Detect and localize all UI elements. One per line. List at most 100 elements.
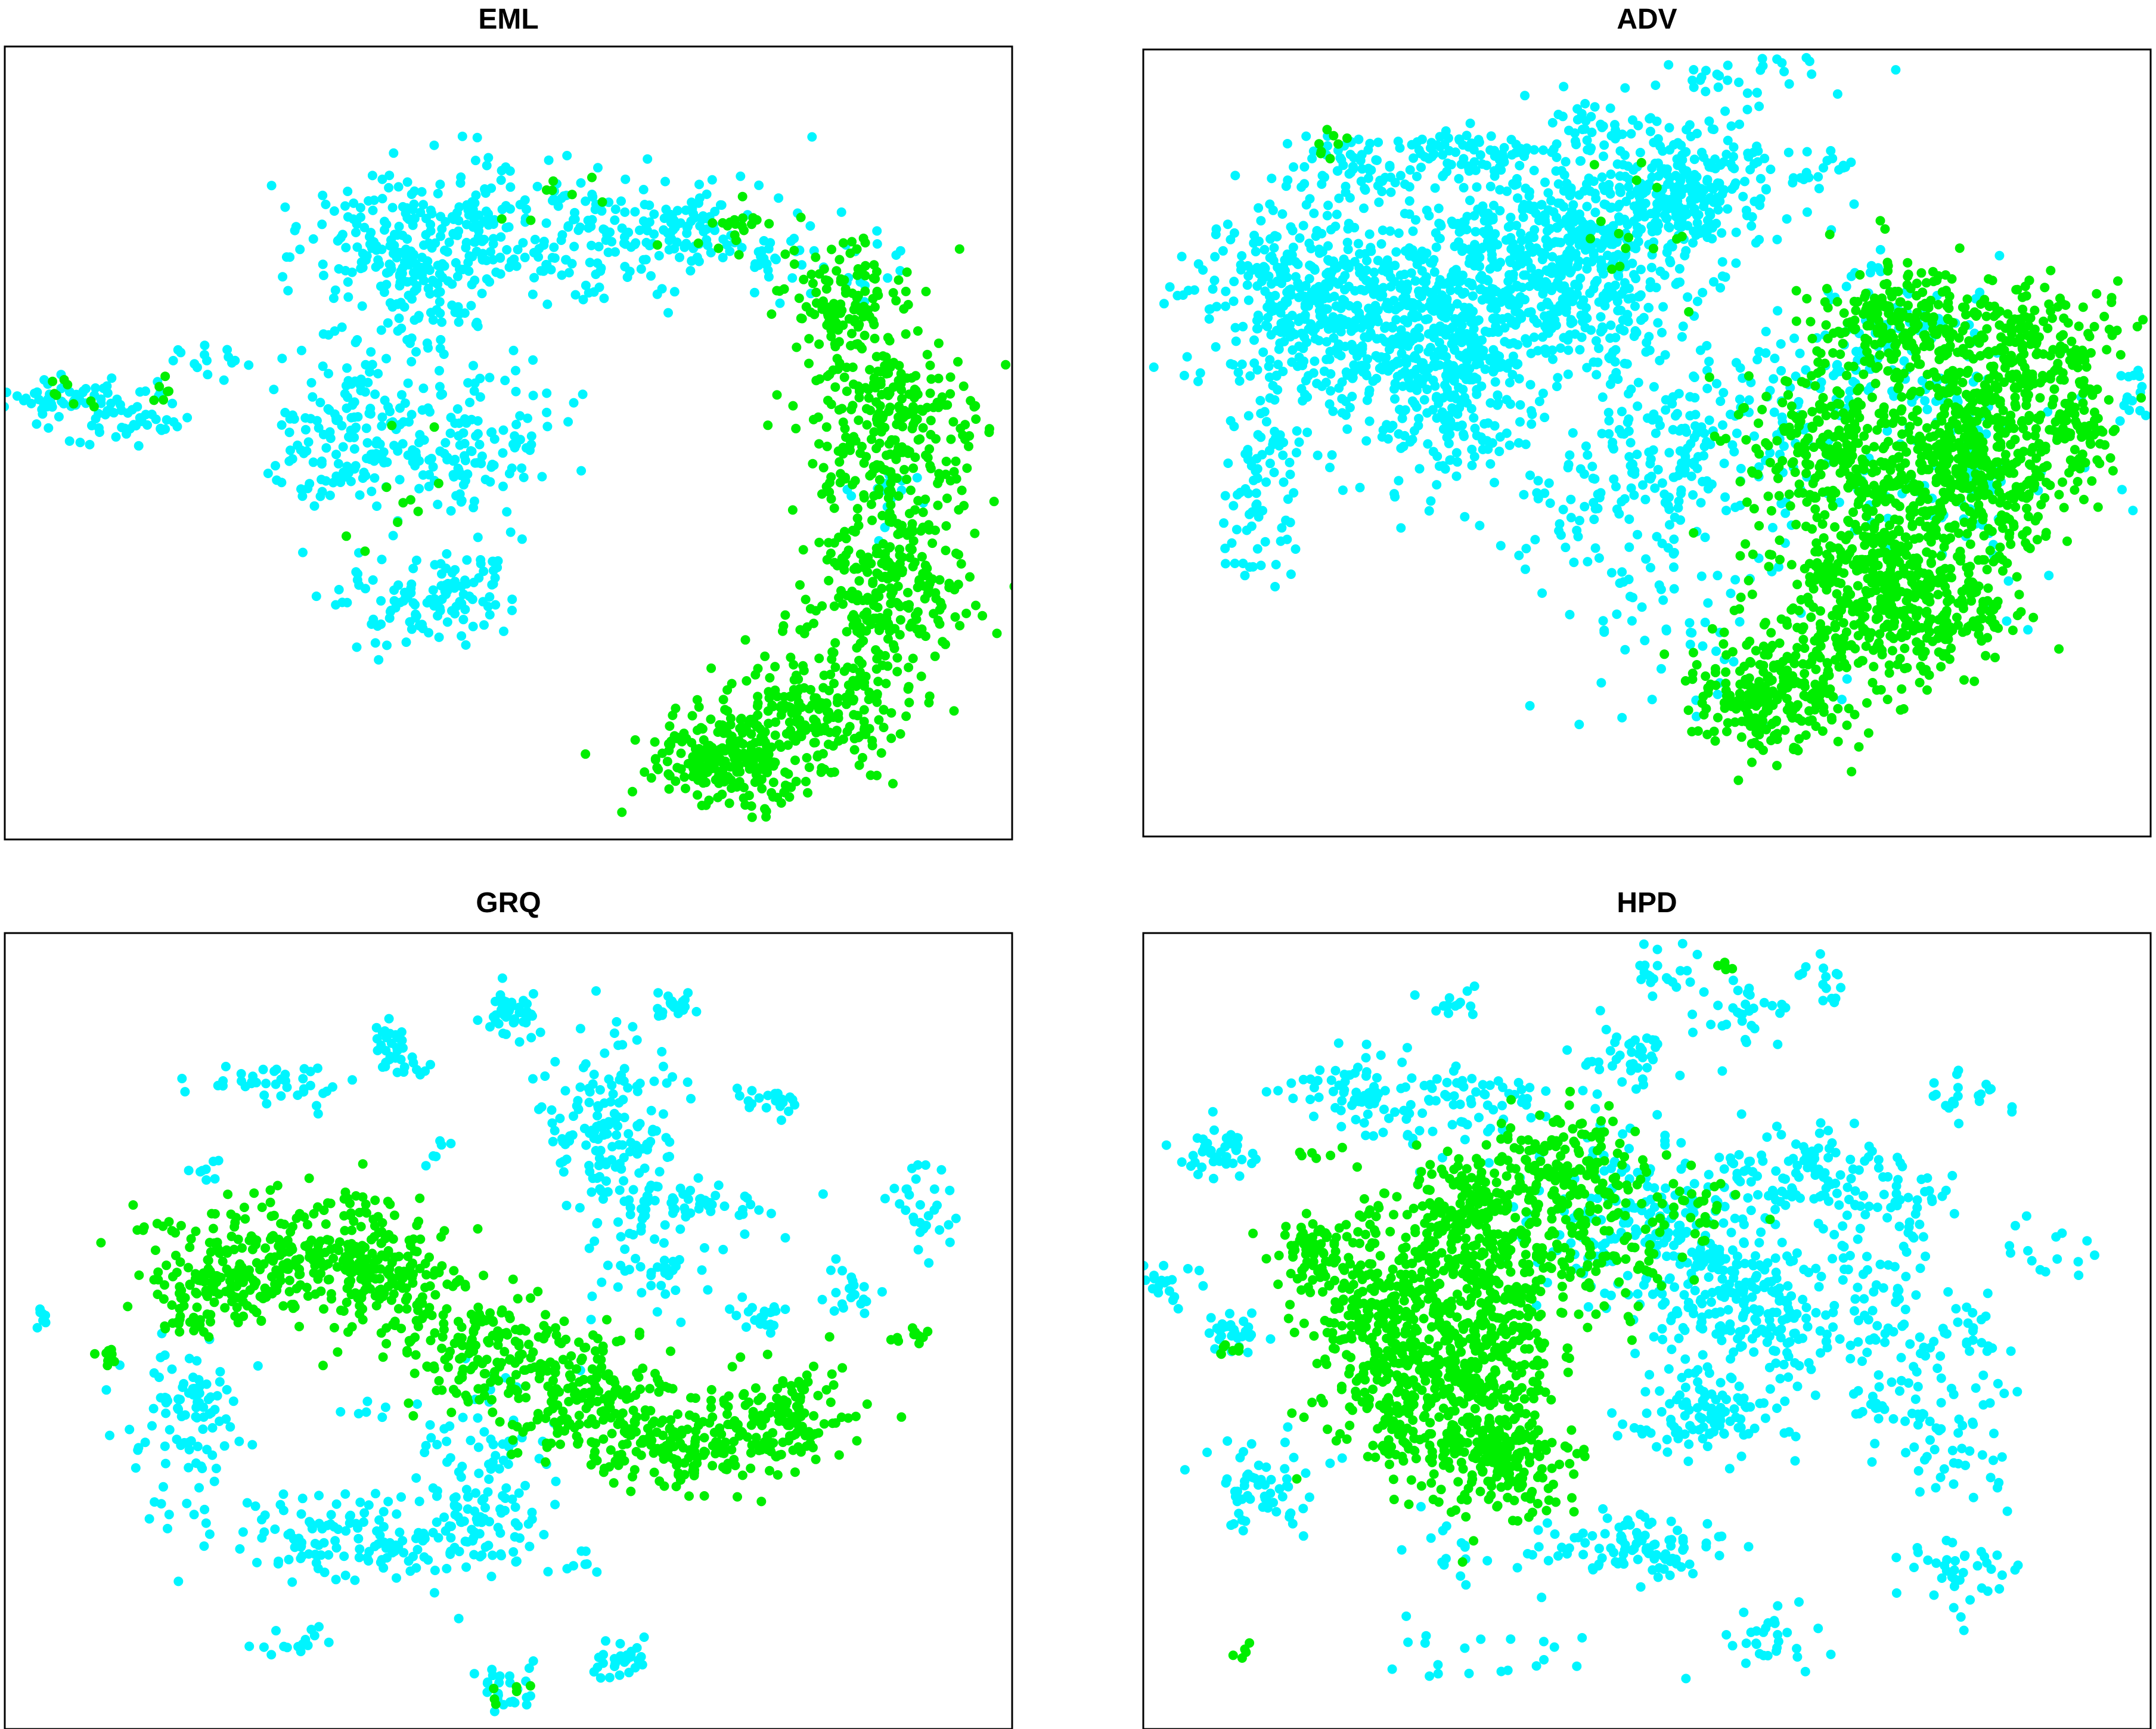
point: [920, 631, 930, 642]
point: [1482, 230, 1492, 240]
point: [1378, 365, 1388, 375]
point: [1442, 158, 1453, 168]
point: [1296, 329, 1307, 339]
point: [619, 238, 629, 248]
point: [112, 394, 122, 404]
point: [469, 361, 478, 371]
point: [814, 339, 824, 349]
point: [1776, 365, 1786, 376]
point: [331, 471, 342, 481]
point: [1711, 218, 1721, 228]
point: [886, 478, 896, 488]
point: [340, 201, 350, 211]
point: [1597, 429, 1607, 439]
point: [1658, 302, 1668, 312]
point: [87, 420, 97, 430]
point: [1495, 185, 1505, 195]
point: [1540, 488, 1550, 498]
point: [821, 422, 832, 432]
point: [1589, 250, 1599, 260]
point: [854, 415, 864, 425]
point: [1994, 250, 2005, 261]
point: [1360, 332, 1370, 342]
point: [872, 697, 882, 707]
point: [1321, 269, 1332, 279]
point: [1566, 513, 1576, 523]
point: [1338, 485, 1348, 495]
point: [1704, 372, 1714, 382]
point: [1357, 343, 1367, 354]
point: [789, 234, 799, 243]
point: [951, 456, 961, 466]
point: [1642, 337, 1652, 348]
point: [5, 388, 11, 398]
point: [1365, 138, 1375, 148]
point: [886, 590, 896, 600]
point: [1680, 423, 1690, 433]
point: [821, 275, 831, 285]
point: [883, 386, 893, 396]
point: [1645, 126, 1655, 137]
point: [823, 371, 833, 382]
point: [1633, 212, 1643, 222]
point: [715, 200, 725, 210]
point: [817, 601, 827, 611]
point: [740, 635, 750, 645]
point: [1672, 408, 1682, 419]
point: [1574, 720, 1584, 730]
point: [871, 463, 881, 473]
point: [836, 207, 846, 217]
series-green: [1314, 125, 2148, 785]
point: [807, 132, 817, 142]
point: [834, 736, 843, 746]
point: [372, 501, 382, 511]
point: [377, 421, 387, 431]
point: [462, 219, 471, 230]
point: [1605, 379, 1615, 389]
point: [1693, 210, 1704, 220]
point: [1704, 207, 1714, 218]
point: [1755, 173, 1766, 184]
point: [1568, 200, 1578, 210]
point: [1716, 396, 1726, 406]
point: [486, 183, 497, 193]
point: [331, 413, 341, 423]
point: [321, 443, 331, 453]
point: [662, 757, 672, 767]
point: [920, 494, 930, 504]
point: [384, 613, 395, 623]
point: [1463, 142, 1473, 152]
point: [954, 244, 964, 254]
point: [1617, 407, 1627, 417]
point: [1294, 341, 1304, 351]
point: [1553, 373, 1563, 383]
point: [1400, 331, 1410, 342]
point: [1271, 371, 1282, 381]
point: [342, 363, 352, 373]
point: [1698, 641, 1708, 651]
point: [854, 392, 864, 402]
point: [1443, 133, 1453, 143]
point: [405, 617, 415, 627]
point: [1376, 239, 1386, 249]
point: [564, 268, 574, 278]
point: [922, 402, 932, 413]
point: [445, 428, 455, 438]
point: [756, 252, 766, 262]
point: [1390, 492, 1400, 502]
point: [402, 335, 412, 345]
point: [1721, 506, 1731, 516]
point: [1664, 123, 1674, 133]
point: [359, 222, 370, 233]
point: [393, 182, 404, 192]
point: [457, 131, 467, 141]
point: [672, 206, 683, 216]
point: [1605, 103, 1615, 113]
point: [505, 182, 516, 192]
point: [617, 807, 627, 817]
point: [1435, 132, 1445, 142]
point: [341, 243, 351, 253]
point: [1703, 598, 1713, 608]
point: [1639, 312, 1649, 323]
point: [1369, 267, 1379, 277]
